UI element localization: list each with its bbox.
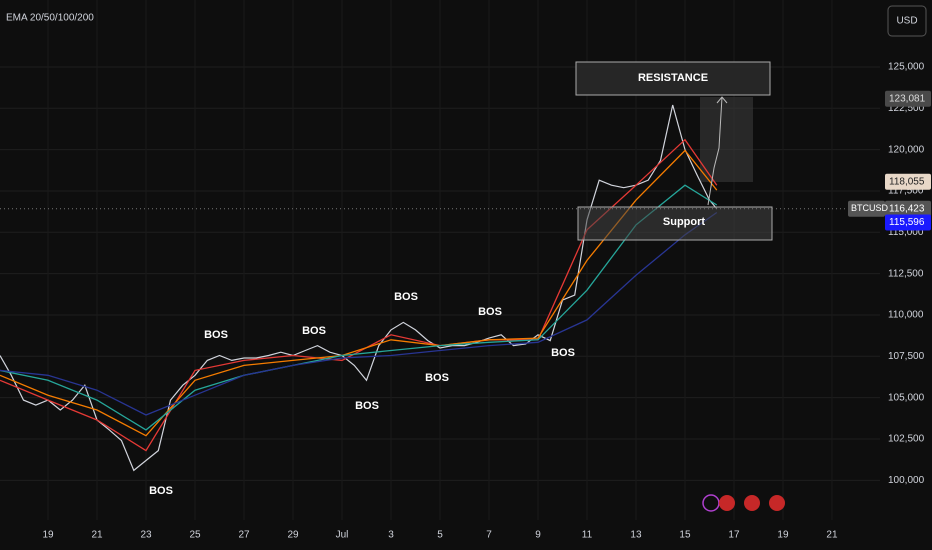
x-tick-label: 21	[91, 530, 103, 541]
y-tick-label: 102,500	[888, 434, 925, 445]
symbol-tag	[848, 200, 885, 217]
x-tick-label: 19	[777, 530, 789, 541]
y-tick-label: 100,000	[888, 475, 925, 486]
y-tick-label: 125,000	[888, 62, 925, 73]
projection-box	[700, 97, 753, 182]
price-tag-label: 115,596	[889, 217, 925, 228]
price-tag-label: 123,081	[889, 93, 926, 104]
event-icons	[702, 494, 785, 512]
price-tag	[885, 90, 931, 107]
y-tick-label: 105,000	[888, 392, 925, 403]
x-tick-label: 5	[437, 530, 443, 541]
bos-label: BOS	[394, 291, 418, 303]
grid	[0, 0, 880, 520]
y-tick-label: 120,000	[888, 144, 925, 155]
x-tick-label: 25	[189, 530, 201, 541]
support-label: Support	[663, 216, 705, 228]
x-tick-label: 11	[582, 530, 593, 541]
price-scale: 100,000 102,500 105,000 107,500 110,000 112,5…	[885, 62, 931, 486]
bos-label: BOS	[302, 325, 326, 337]
arrow-head	[716, 96, 728, 104]
x-tick-label: 17	[728, 530, 740, 541]
indicator-title: EMA 20/50/100/200	[6, 13, 94, 24]
price-tag-label: 116,423	[889, 203, 925, 214]
y-tick-label: 115,000	[888, 227, 924, 238]
projection-arrow	[707, 96, 723, 206]
y-tick-label: 112,500	[888, 268, 924, 279]
price-tag	[885, 214, 931, 231]
support-box	[577, 206, 773, 241]
bos-label: BOS	[149, 485, 173, 497]
currency-label[interactable]: USD	[896, 16, 917, 27]
x-tick-label: 29	[287, 530, 299, 541]
y-tick-label: 110,000	[888, 310, 924, 321]
currency-button[interactable]	[887, 5, 927, 37]
ema-line	[0, 211, 718, 416]
x-tick-label: 23	[140, 530, 152, 541]
x-tick-label: 9	[535, 530, 541, 541]
bos-label: BOS	[551, 347, 575, 359]
y-tick-label: 117,500	[888, 186, 924, 197]
resistance-box	[575, 61, 771, 96]
y-tick-label: 107,500	[888, 351, 925, 362]
x-tick-label: 7	[486, 530, 492, 541]
x-tick-label: Jul	[336, 530, 349, 541]
x-tick-label: 27	[238, 530, 250, 541]
bos-label: BOS	[204, 329, 228, 341]
bos-label: BOS	[478, 306, 502, 318]
ema-line	[0, 184, 718, 431]
price-line	[0, 104, 718, 472]
resistance-label: RESISTANCE	[638, 72, 708, 84]
x-tick-label: 19	[42, 530, 54, 541]
x-tick-label: 13	[630, 530, 642, 541]
price-tag-label: 118,055	[889, 176, 925, 187]
price-tag	[885, 200, 931, 217]
y-tick-label: 122,500	[888, 103, 925, 114]
x-tick-label: 15	[679, 530, 691, 541]
bos-label: BOS	[425, 372, 449, 384]
price-tag	[885, 173, 931, 190]
x-tick-label: 3	[388, 530, 394, 541]
bos-label: BOS	[355, 400, 379, 412]
x-tick-label: 21	[826, 530, 838, 541]
symbol-label: BTCUSD	[851, 203, 889, 213]
